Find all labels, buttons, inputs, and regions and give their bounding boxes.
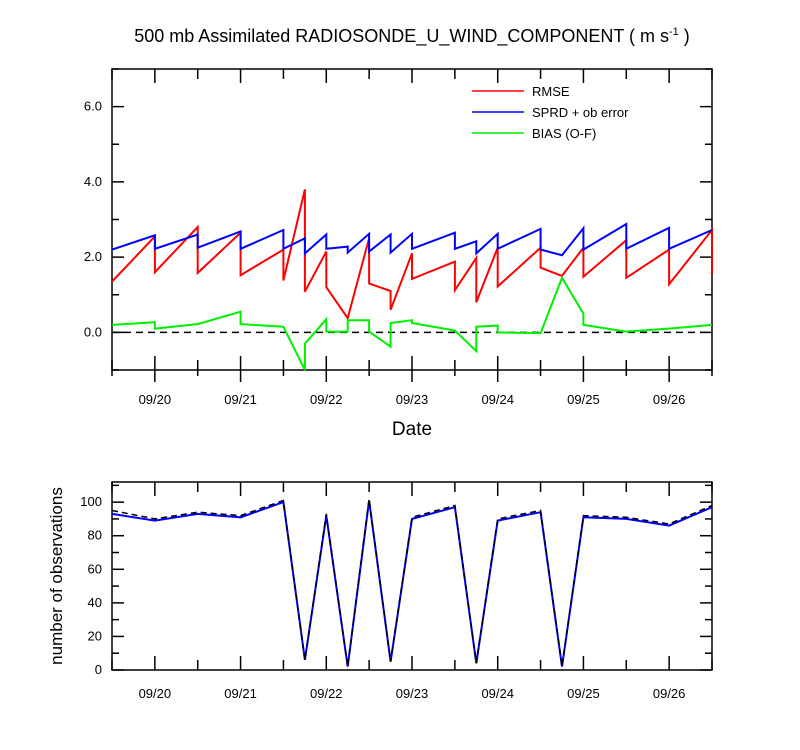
top-x-axis-label: Date (392, 419, 432, 440)
top-series-group (111, 189, 713, 371)
top-x-tick-label: 09/20 (139, 392, 172, 407)
top-series-rmse (111, 189, 713, 321)
bottom-y-tick-label: 20 (88, 628, 102, 643)
top-series-bias-o-f (111, 275, 713, 371)
bottom-x-tick-label: 09/21 (224, 686, 257, 701)
bottom-x-tick-label: 09/25 (567, 686, 600, 701)
bottom-series-observations-solid (111, 500, 713, 667)
bottom-axes: 09/20 09/21 09/22 09/23 09/24 09/25 09/26 0 20 40… (80, 482, 713, 701)
bottom-x-tick-label: 09/22 (310, 686, 343, 701)
bottom-y-tick-label: 0 (95, 662, 102, 677)
chart-title: 500 mb Assimilated RADIOSONDE_U_WIND_COM… (134, 26, 690, 47)
bottom-series-observations-dashed (111, 498, 713, 667)
top-x-tick-label: 09/24 (481, 392, 514, 407)
legend: RMSE SPRD + ob error BIAS (O-F) (472, 84, 629, 141)
legend-rmse-label: RMSE (532, 84, 570, 99)
top-axes: 09/20 09/21 09/22 09/23 09/24 09/25 09/26 0.0 2.… (84, 68, 713, 407)
bottom-y-tick-label: 100 (80, 494, 102, 509)
bottom-plot-frame (111, 481, 713, 671)
top-y-tick-label: 6.0 (84, 99, 102, 114)
top-y-tick-label: 0.0 (84, 324, 102, 339)
legend-sprd-label: SPRD + ob error (532, 105, 629, 120)
bottom-y-tick-label: 80 (88, 528, 102, 543)
top-series-sprd-ob-error (111, 222, 713, 257)
bottom-y-tick-label: 40 (88, 595, 102, 610)
top-x-tick-label: 09/26 (653, 392, 686, 407)
top-x-tick-label: 09/22 (310, 392, 343, 407)
top-y-tick-label: 2.0 (84, 249, 102, 264)
bottom-series-group (111, 498, 713, 667)
bottom-x-tick-label: 09/20 (139, 686, 172, 701)
top-x-tick-label: 09/23 (396, 392, 429, 407)
bottom-y-axis-label: number of observations (47, 487, 66, 665)
top-y-tick-label: 4.0 (84, 174, 102, 189)
top-x-tick-label: 09/25 (567, 392, 600, 407)
bottom-x-tick-label: 09/24 (481, 686, 514, 701)
top-x-tick-label: 09/21 (224, 392, 257, 407)
bottom-x-tick-label: 09/23 (396, 686, 429, 701)
bottom-x-tick-label: 09/26 (653, 686, 686, 701)
bottom-y-tick-label: 60 (88, 561, 102, 576)
legend-bias-label: BIAS (O-F) (532, 126, 596, 141)
